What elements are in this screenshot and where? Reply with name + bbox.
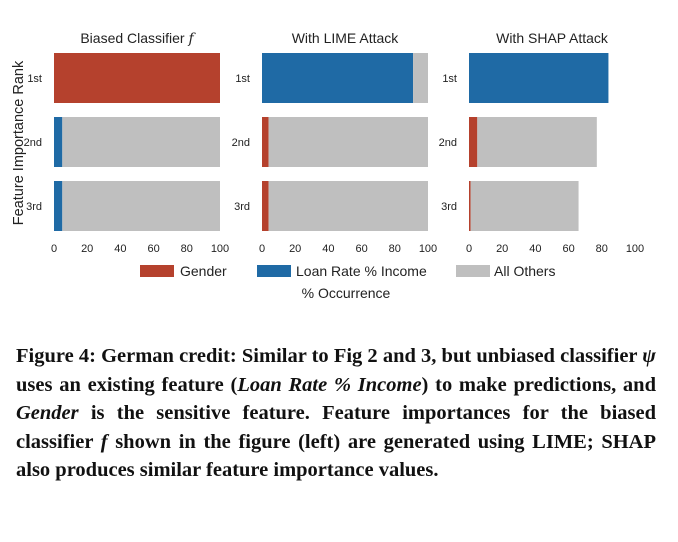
legend-item-gender: Gender <box>140 263 227 279</box>
panel-2: With LIME Attack 1st 2nd 3rd 0 20 40 60 80 100 <box>232 30 438 255</box>
x-tick-label: 0 <box>466 243 472 255</box>
rank-label: 1st <box>27 73 42 85</box>
x-tick-label: 60 <box>562 243 574 255</box>
x-tick-label: 40 <box>114 243 126 255</box>
x-tick-label: 80 <box>596 243 608 255</box>
x-tick-label: 20 <box>289 243 301 255</box>
panel-title-text: Biased Classifier <box>80 30 188 46</box>
panel-3: With SHAP Attack 1st 2nd 3rd 0 20 40 60 80 100 <box>439 30 645 255</box>
legend-swatch <box>140 265 174 277</box>
bar-3rd-loan-rate-income <box>54 181 63 231</box>
bar-2nd-gender <box>469 117 478 167</box>
panel-title-text: With SHAP Attack <box>496 30 609 46</box>
x-tick-label: 40 <box>529 243 541 255</box>
x-tick-label: 0 <box>51 243 57 255</box>
x-tick-label: 100 <box>211 243 229 255</box>
bar-1st-loan-rate-income <box>262 53 414 103</box>
bar-3rd-gender <box>469 181 471 231</box>
x-tick-label: 0 <box>259 243 265 255</box>
bar-1st-loan-rate-income <box>469 53 609 103</box>
bar-2nd-all-others <box>62 117 220 167</box>
x-tick-label: 20 <box>496 243 508 255</box>
x-tick-label: 60 <box>147 243 159 255</box>
rank-label: 3rd <box>26 201 42 213</box>
caption-part-2: uses an existing feature ( <box>16 373 238 396</box>
legend-swatch <box>257 265 291 277</box>
panel-title: Biased Classifier f <box>80 30 196 47</box>
caption-f-emphasis: f <box>100 430 108 453</box>
panel-1: Biased Classifier f 1st 2nd 3rd 0 20 40 60 80 100 <box>24 30 230 255</box>
caption-part-4: is the sensitive feature. Feature import… <box>16 402 656 453</box>
panel-title-text: With LIME Attack <box>292 30 400 46</box>
x-tick-label: 40 <box>322 243 334 255</box>
y-axis-label: Feature Importance Rank <box>11 60 27 225</box>
bar-3rd-all-others <box>62 181 220 231</box>
figure-caption: Figure 4: German credit: Similar to Fig … <box>16 342 656 485</box>
bar-3rd-gender <box>262 181 269 231</box>
caption-part-3: ) to make predictions, and <box>421 373 656 396</box>
rank-label: 3rd <box>234 201 250 213</box>
legend-item-loan-rate-income: Loan Rate % Income <box>257 263 427 279</box>
x-tick-label: 100 <box>419 243 437 255</box>
panel-title: With LIME Attack <box>292 30 400 46</box>
bar-2nd-all-others <box>477 117 597 167</box>
rank-label: 2nd <box>24 137 42 149</box>
panel-title-symbol: f <box>187 31 196 47</box>
bar-2nd-all-others <box>268 117 428 167</box>
legend-label: Gender <box>180 263 227 279</box>
caption-loan-rate-emphasis: Loan Rate % Income <box>237 373 422 396</box>
x-tick-label: 20 <box>81 243 93 255</box>
x-tick-label: 80 <box>181 243 193 255</box>
rank-label: 1st <box>235 73 250 85</box>
x-tick-label: 100 <box>626 243 644 255</box>
legend-swatch <box>456 265 490 277</box>
x-tick-label: 60 <box>355 243 367 255</box>
panel-title: With SHAP Attack <box>496 30 609 46</box>
bar-3rd-all-others <box>470 181 579 231</box>
bar-3rd-all-others <box>268 181 428 231</box>
bar-1st-gender <box>54 53 220 103</box>
rank-label: 3rd <box>441 201 457 213</box>
rank-label: 2nd <box>439 137 457 149</box>
x-tick-label: 80 <box>389 243 401 255</box>
bar-1st-all-others <box>413 53 428 103</box>
caption-part-1: Figure 4: German credit: Similar to Fig … <box>16 345 643 367</box>
caption-gender-emphasis: Gender <box>16 402 79 424</box>
bar-2nd-loan-rate-income <box>54 117 63 167</box>
caption-part-5: shown in the figure (left) are generated… <box>16 430 656 482</box>
caption-psi-symbol: ψ <box>642 345 656 367</box>
x-axis-label: % Occurrence <box>302 285 391 301</box>
rank-label: 2nd <box>232 137 250 149</box>
legend-item-all-others: All Others <box>456 263 555 279</box>
bar-2nd-gender <box>262 117 269 167</box>
legend-label: Loan Rate % Income <box>296 263 427 279</box>
rank-label: 1st <box>442 73 457 85</box>
legend-label: All Others <box>494 263 555 279</box>
